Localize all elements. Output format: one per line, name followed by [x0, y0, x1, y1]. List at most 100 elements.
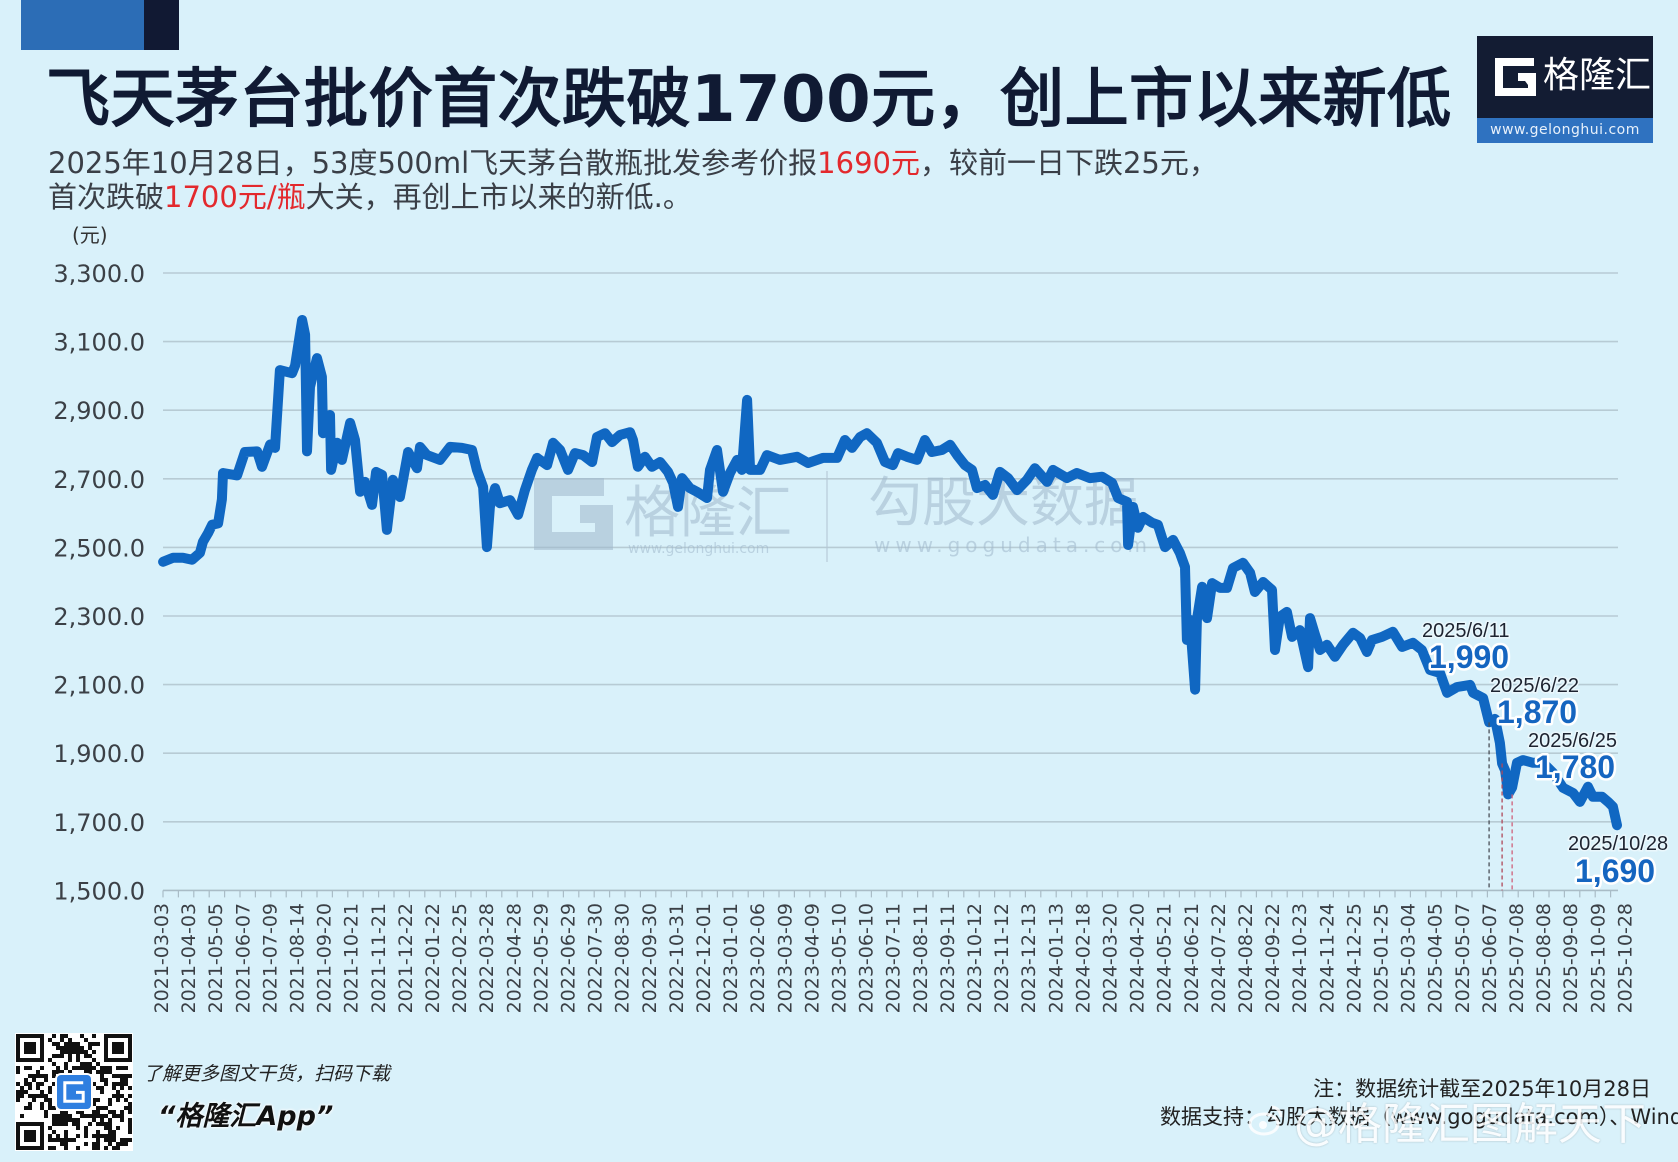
x-tick-label: 2021-12-22 — [395, 903, 417, 1013]
x-tick-label: 2021-07-09 — [259, 903, 281, 1013]
threshold-highlight: 1700元/瓶 — [164, 180, 306, 214]
annotation: 2025/10/281,690 — [1567, 832, 1670, 892]
x-tick-label: 2025-04-05 — [1425, 903, 1447, 1013]
x-tick-label: 2024-04-20 — [1127, 903, 1149, 1013]
x-tick-label: 2023-02-06 — [747, 903, 769, 1013]
accent-bar-navy — [144, 0, 179, 50]
x-tick-label: 2025-10-09 — [1587, 903, 1609, 1013]
logo-name: 格隆汇 — [1543, 55, 1652, 96]
subtitle-text: 2025年10月28日，53度500ml飞天茅台散瓶批发参考价报 — [48, 146, 818, 180]
x-tick-label: 2022-08-30 — [612, 903, 634, 1013]
weibo-handle: @格隆汇图解天下 — [1294, 1099, 1646, 1150]
subtitle-text: ，较前一日下跌25元， — [919, 146, 1218, 180]
top-accent-bar — [21, 0, 179, 50]
x-tick-label: 2025-07-08 — [1506, 903, 1528, 1013]
qr-code — [15, 1033, 133, 1151]
watermark-brand-url: www.gelonghui.com — [628, 541, 769, 557]
x-tick-label: 2023-10-12 — [964, 903, 986, 1013]
data-note: 注：数据统计截至2025年10月28日 — [1313, 1077, 1651, 1101]
x-tick-label: 2021-09-20 — [314, 903, 336, 1013]
y-tick-label: 2,300.0 — [53, 603, 145, 631]
accent-bar-blue — [21, 0, 144, 50]
x-tick-label: 2023-12-13 — [1018, 903, 1040, 1013]
annotation-date: 2025/6/25 — [1528, 730, 1617, 752]
x-tick-label: 2024-08-22 — [1235, 903, 1257, 1013]
x-tick-label: 2024-02-18 — [1072, 903, 1094, 1013]
weibo-icon — [1248, 1105, 1283, 1136]
x-tick-label: 2021-06-07 — [232, 903, 254, 1013]
x-tick-label: 2024-06-21 — [1181, 903, 1203, 1013]
y-tick-label: 2,500.0 — [53, 534, 145, 562]
annotation: 2025/6/251,780 — [1527, 729, 1619, 788]
subtitle-line-1: 2025年10月28日，53度500ml飞天茅台散瓶批发参考价报1690元，较前… — [48, 146, 1218, 180]
x-tick-label: 2023-09-11 — [937, 903, 959, 1013]
x-tick-label: 2021-04-03 — [178, 903, 200, 1013]
logo-url: www.gelonghui.com — [1477, 118, 1653, 143]
x-tick-label: 2022-12-01 — [693, 903, 715, 1013]
y-tick-label: 1,700.0 — [53, 809, 145, 837]
subtitle: 2025年10月28日，53度500ml飞天茅台散瓶批发参考价报1690元，较前… — [48, 146, 1218, 214]
x-tick-label: 2021-03-03 — [151, 903, 173, 1013]
x-tick-label: 2024-09-22 — [1262, 903, 1284, 1013]
x-tick-label: 2022-07-30 — [585, 903, 607, 1013]
x-tick-label: 2025-06-07 — [1479, 903, 1501, 1013]
y-tick-label: 2,100.0 — [53, 672, 145, 700]
download-cta: 了解更多图文干货，扫码下载 — [143, 1063, 391, 1085]
x-tick-label: 2023-05-10 — [829, 903, 851, 1013]
annotation-date: 2025/6/22 — [1490, 675, 1579, 697]
x-tick-label: 2021-10-21 — [341, 903, 363, 1013]
data-source: 数据支持：勾股大数据（www.gogudata.com）、Wind — [1160, 1105, 1678, 1129]
x-tick-label: 2024-12-25 — [1343, 903, 1365, 1013]
annotations: 2025/6/111,9902025/6/221,8702025/6/251,7… — [1421, 619, 1670, 892]
y-tick-label: 2,900.0 — [53, 397, 145, 425]
price-series-line — [158, 315, 1622, 831]
chart-watermark: 格隆汇 www.gelonghui.com 勾股大数据 www.gogudata… — [534, 471, 1152, 562]
price-highlight: 1690元 — [817, 146, 920, 180]
x-tick-label: 2025-01-25 — [1371, 903, 1393, 1013]
x-tick-label: 2022-01-22 — [422, 903, 444, 1013]
reference-lines — [1488, 722, 1513, 891]
annotation-value: 1,780 — [1535, 749, 1615, 785]
x-tick-label: 2022-03-28 — [476, 903, 498, 1013]
annotation-date: 2025/6/11 — [1422, 620, 1510, 642]
annotation-value: 1,690 — [1575, 853, 1655, 889]
x-tick-label: 2023-11-12 — [991, 903, 1013, 1013]
x-tick-label: 2022-04-28 — [503, 903, 525, 1013]
weibo-watermark: @格隆汇图解天下 — [1248, 1088, 1646, 1152]
annotation-value: 1,870 — [1497, 694, 1577, 730]
x-tick-label: 2024-10-23 — [1289, 903, 1311, 1013]
x-tick-label: 2022-06-29 — [558, 903, 580, 1013]
x-tick-label: 2023-07-11 — [883, 903, 905, 1013]
x-tick-label: 2024-05-21 — [1154, 903, 1176, 1013]
logo-top-panel: 格隆汇 — [1477, 36, 1653, 118]
x-tick-label: 2023-01-01 — [720, 903, 742, 1013]
x-tick-label: 2025-03-04 — [1398, 903, 1420, 1013]
x-tick-label: 2024-07-22 — [1208, 903, 1230, 1013]
x-tick-label: 2025-09-08 — [1560, 903, 1582, 1013]
annotation-date: 2025/10/28 — [1568, 833, 1668, 855]
watermark-partner-url: www.gogudata.com — [874, 533, 1152, 557]
y-axis-labels: 3,300.0 3,100.0 2,900.0 2,700.0 2,500.0 2,300… — [53, 260, 145, 905]
x-tick-label: 2022-09-30 — [639, 903, 661, 1013]
annotation-value: 1,990 — [1429, 639, 1509, 675]
brand-logo: 格隆汇 www.gelonghui.com — [1477, 36, 1653, 143]
x-tick-label: 2024-03-20 — [1100, 903, 1122, 1013]
x-tick-label: 2022-05-29 — [530, 903, 552, 1013]
x-tick-label: 2023-08-11 — [910, 903, 932, 1013]
qr-center-logo-icon — [55, 1073, 93, 1111]
x-tick-label: 2023-04-09 — [801, 903, 823, 1013]
x-tick-label: 2024-01-13 — [1045, 903, 1067, 1013]
y-tick-label: 3,100.0 — [53, 329, 145, 357]
x-tick-label: 2025-10-28 — [1614, 903, 1636, 1013]
y-tick-label: 3,300.0 — [53, 260, 145, 288]
x-tick-label: 2025-05-07 — [1452, 903, 1474, 1013]
y-axis-unit-label: (元) — [72, 223, 108, 247]
x-tick-label: 2025-08-08 — [1533, 903, 1555, 1013]
y-tick-label: 1,900.0 — [53, 740, 145, 768]
x-tick-label: 2023-03-09 — [774, 903, 796, 1013]
y-tick-label: 2,700.0 — [53, 466, 145, 494]
x-tick-label: 2021-05-05 — [205, 903, 227, 1013]
annotation: 2025/6/221,870 — [1489, 674, 1581, 733]
subtitle-text: 大关，再创上市以来的新低.。 — [305, 180, 692, 214]
